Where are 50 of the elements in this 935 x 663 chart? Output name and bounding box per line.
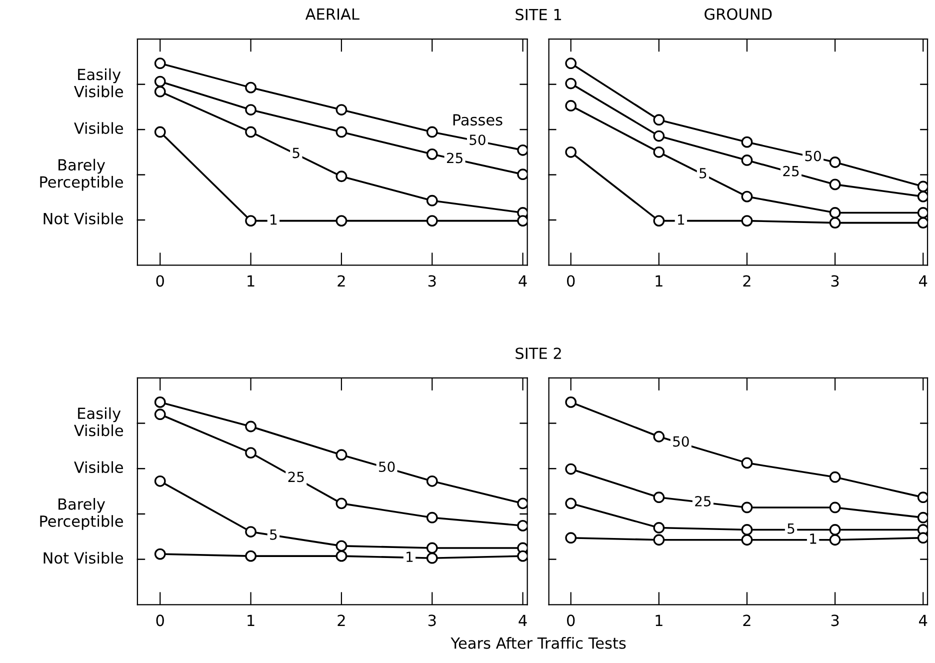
annotation: 5	[292, 148, 300, 158]
x-tick-label: 3	[428, 275, 436, 287]
chart-subtitle: SITE 2	[516, 348, 561, 360]
annotation: 5	[700, 168, 706, 178]
annotation: 50	[470, 134, 486, 146]
annotation: 25	[695, 496, 711, 506]
annotation: 25	[446, 152, 462, 164]
annotation: 1	[406, 552, 413, 562]
x-tick-label: 4	[919, 614, 928, 626]
x-axis-title: Years After Traffic Tests	[450, 637, 626, 649]
annotation: 50	[379, 462, 395, 472]
x-tick-label: 1	[656, 275, 662, 287]
text: Barely Perceptible	[40, 498, 123, 530]
x-tick-label: 4	[518, 614, 527, 626]
chart-title: AERIAL	[305, 8, 360, 20]
x-tick-label: 1	[248, 275, 254, 287]
annotation: 50	[805, 150, 821, 162]
text: Visible	[74, 461, 123, 474]
x-tick-label: 0	[156, 275, 164, 287]
annotation: 5	[788, 523, 794, 534]
annotation: 25	[783, 166, 799, 176]
annotation: 25	[288, 472, 304, 482]
x-tick-label: 2	[743, 275, 750, 287]
x-tick-label: 1	[248, 614, 254, 626]
x-tick-label: 0	[567, 614, 575, 626]
annotation: 1	[810, 534, 816, 544]
x-tick-label: 3	[428, 614, 436, 626]
annotation: 50	[673, 436, 689, 447]
x-tick-label: 3	[831, 275, 839, 287]
text: Easily Visible	[74, 407, 123, 436]
annotation: 1	[678, 214, 684, 225]
x-tick-label: 2	[743, 614, 750, 626]
chart-title: GROUND	[704, 8, 772, 20]
text: Visible	[74, 122, 123, 134]
x-tick-label: 1	[656, 614, 662, 626]
x-tick-label: 3	[831, 614, 839, 626]
x-tick-label: 4	[919, 275, 928, 287]
text: Easily Visible	[74, 68, 123, 98]
x-tick-label: 0	[156, 614, 164, 626]
text: Barely Perceptible	[40, 158, 123, 191]
chart-subtitle: SITE 1	[516, 8, 562, 20]
text: Not Visible	[44, 212, 123, 224]
x-tick-label: 2	[338, 614, 345, 626]
x-tick-label: 4	[518, 275, 527, 287]
annotation: 5	[270, 530, 277, 540]
legend-title: Passes	[453, 114, 502, 126]
annotation: 1	[270, 214, 277, 225]
text: Not Visible	[44, 552, 123, 564]
x-tick-label: 0	[567, 275, 575, 287]
x-tick-label: 2	[338, 275, 345, 287]
